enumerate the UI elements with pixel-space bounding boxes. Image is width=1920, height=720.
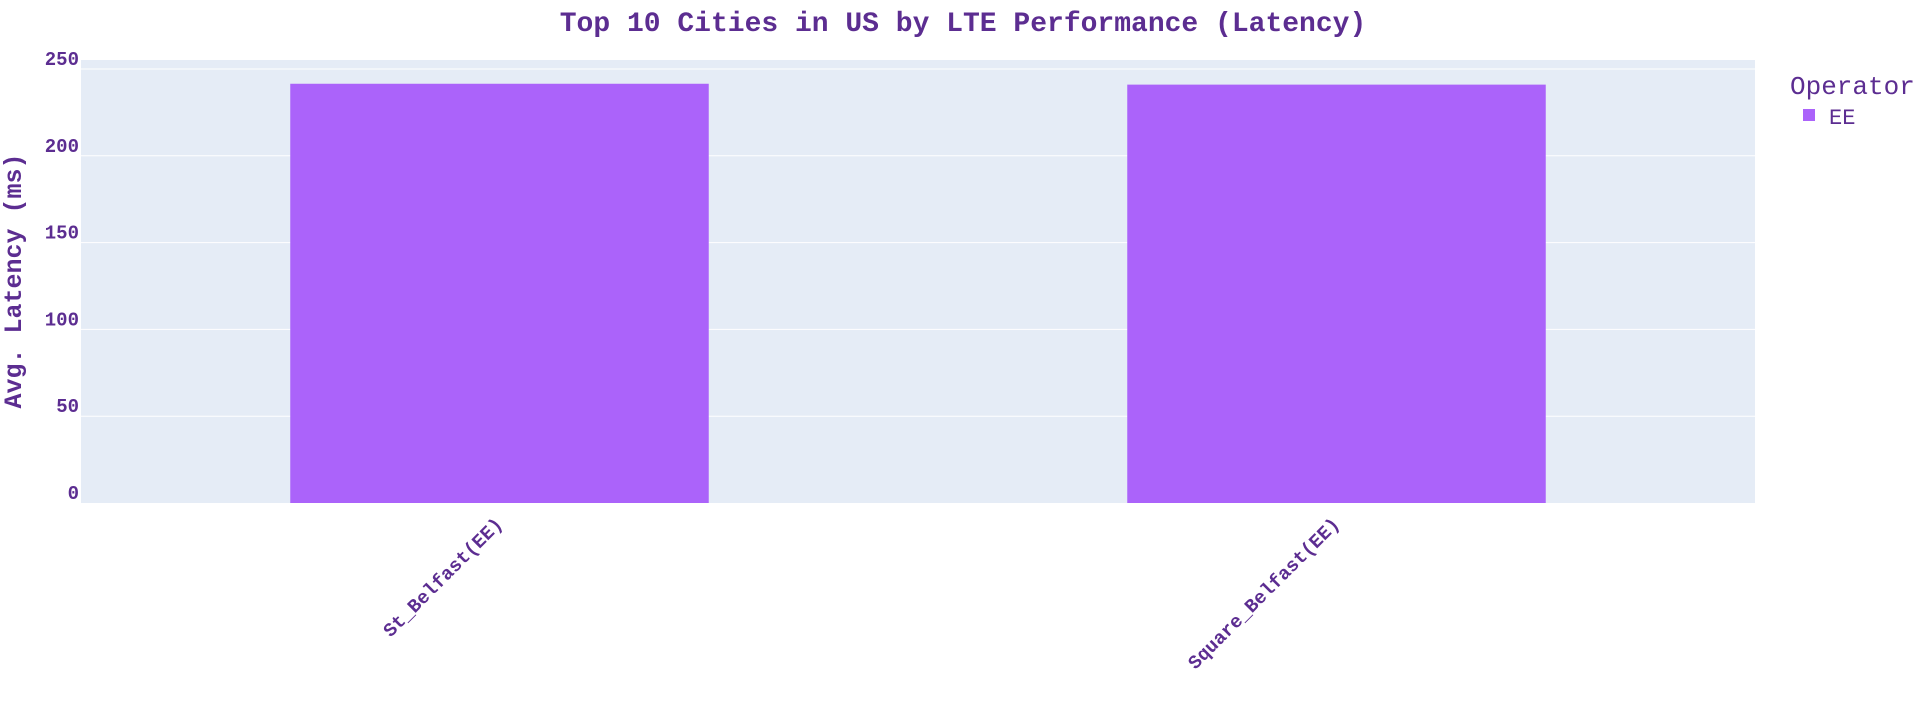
y-tick-label: 0 [68, 483, 79, 505]
legend-title: Operator [1790, 72, 1915, 102]
y-tick-label: 200 [45, 136, 79, 158]
legend-swatch [1803, 109, 1815, 121]
legend-label: EE [1829, 106, 1855, 131]
chart-title: Top 10 Cities in US by LTE Performance (… [560, 9, 1367, 40]
y-tick-label: 250 [45, 49, 79, 71]
x-tick-label: St_Belfast(EE) [379, 514, 507, 642]
bars [290, 83, 1546, 504]
y-tick-label: 150 [45, 223, 79, 245]
y-tick-label: 50 [56, 396, 79, 418]
legend: Operator EE [1790, 72, 1915, 131]
x-axis-ticks: St_Belfast(EE) Square_Belfast(EE) [379, 514, 1344, 675]
x-tick-label: Square_Belfast(EE) [1184, 514, 1345, 675]
y-tick-label: 100 [45, 309, 79, 331]
bar[interactable] [290, 83, 709, 504]
y-axis-ticks: 0 50 100 150 200 250 [45, 49, 79, 505]
bar[interactable] [1127, 84, 1546, 504]
y-axis-title: Avg. Latency (ms) [0, 153, 29, 408]
legend-item[interactable]: EE [1803, 106, 1855, 131]
